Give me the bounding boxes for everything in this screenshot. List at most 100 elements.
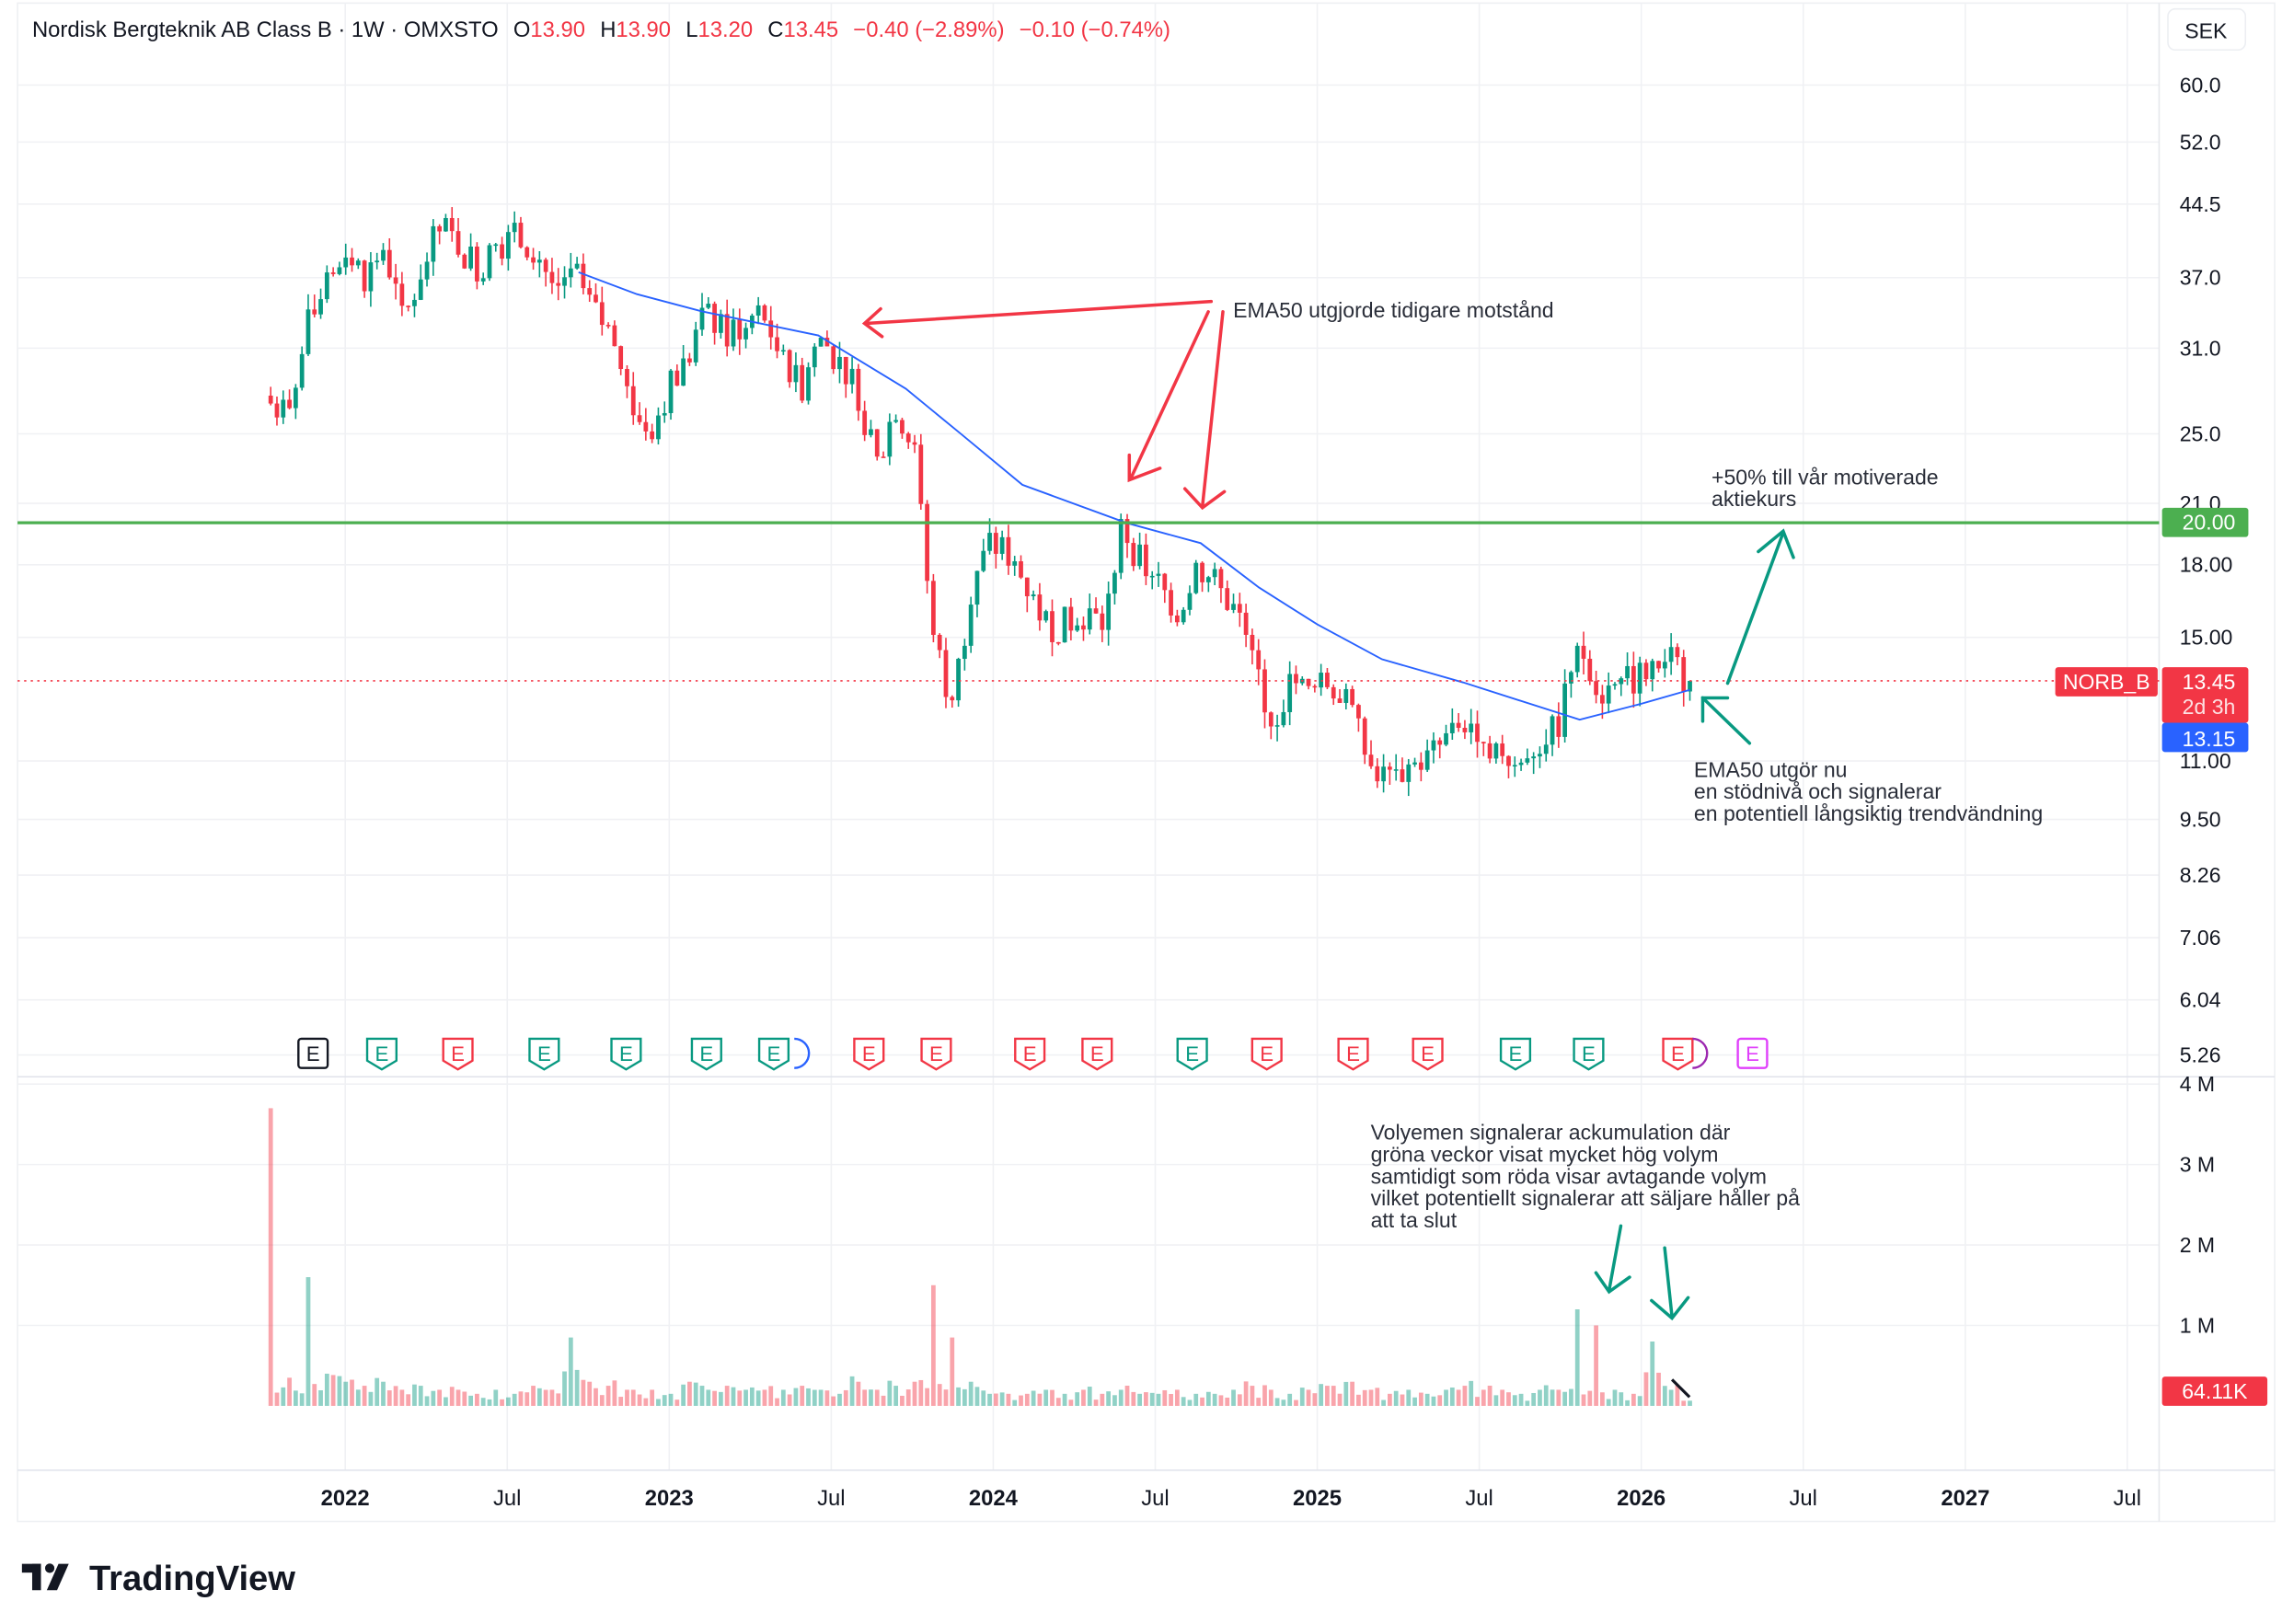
volume-bar xyxy=(1375,1388,1380,1406)
earnings-marker-red[interactable]: E xyxy=(853,1037,885,1071)
ema50-line[interactable] xyxy=(578,271,1690,721)
earnings-marker-green[interactable]: E xyxy=(1499,1037,1532,1071)
time-tick-label: 2025 xyxy=(1293,1486,1342,1511)
earnings-marker-label: E xyxy=(1582,1042,1596,1065)
candle-body xyxy=(1250,634,1255,651)
earnings-marker-red[interactable]: E xyxy=(442,1037,474,1071)
candle-body xyxy=(512,223,517,233)
volume-bar xyxy=(780,1389,786,1406)
candle-body xyxy=(1512,765,1517,767)
candle-body xyxy=(1543,744,1549,754)
volume-bar xyxy=(1356,1394,1361,1406)
earnings-marker-red[interactable]: E xyxy=(1412,1037,1444,1071)
volume-bar xyxy=(1225,1397,1230,1406)
volume-bar xyxy=(950,1337,955,1406)
volume-bar xyxy=(418,1386,423,1406)
volume-bar xyxy=(1106,1391,1112,1406)
resistance-annotation[interactable] xyxy=(861,299,1227,511)
candle-body xyxy=(981,550,986,571)
candle-body xyxy=(912,442,917,445)
tradingview-logo[interactable]: TradingView xyxy=(21,1559,295,1598)
candle-body xyxy=(1306,678,1311,686)
earnings-marker-red[interactable]: E xyxy=(1337,1037,1369,1071)
volume-bar xyxy=(699,1386,705,1406)
earnings-marker-red[interactable]: E xyxy=(1662,1037,1694,1071)
candle-body xyxy=(1362,718,1367,755)
volume-axis[interactable]: 4 M 3 M 2 M 1 M xyxy=(2180,1072,2215,1337)
candle-body xyxy=(974,570,980,605)
earnings-marker-label: E xyxy=(929,1042,943,1065)
candle-body xyxy=(1406,764,1412,782)
volume-bar xyxy=(1418,1392,1423,1406)
trend-line-small[interactable] xyxy=(1670,1378,1691,1399)
earnings-marker-green[interactable]: E xyxy=(1176,1037,1208,1071)
candle-body xyxy=(299,353,305,388)
volume-bar xyxy=(1100,1393,1105,1406)
target-annotation[interactable] xyxy=(1700,528,1795,745)
earnings-marker-green[interactable]: E xyxy=(610,1037,642,1071)
dividend-marker-icon[interactable] xyxy=(794,1037,811,1069)
currency-button[interactable]: SEK xyxy=(2167,7,2247,52)
candle-body xyxy=(437,225,443,232)
volume-bar xyxy=(618,1397,624,1406)
time-axis[interactable]: 2022 Jul 2023 Jul 2024 Jul 2025 Jul 2026 Jul 2027 J… xyxy=(321,1486,2141,1511)
earnings-marker-label: E xyxy=(537,1042,551,1065)
candle-body xyxy=(1037,594,1043,621)
volume-bar xyxy=(1181,1397,1186,1406)
earnings-marker-neutral[interactable]: E xyxy=(297,1037,329,1069)
volume-bar xyxy=(1093,1399,1099,1406)
earnings-marker-green[interactable]: E xyxy=(690,1037,722,1071)
candle-body xyxy=(1055,641,1061,644)
earnings-marker-red[interactable]: E xyxy=(1250,1037,1283,1071)
volume-bars xyxy=(268,1108,1692,1406)
candle-body xyxy=(1337,698,1343,703)
price-tick-label: 9.50 xyxy=(2180,807,2221,831)
candle-body xyxy=(355,260,361,266)
earnings-marker-green[interactable]: E xyxy=(757,1037,790,1071)
candle-body xyxy=(743,328,748,340)
candle-body xyxy=(668,370,674,413)
volume-bar xyxy=(281,1387,286,1406)
volume-tick-label: 1 M xyxy=(2180,1313,2215,1337)
volume-bar xyxy=(1205,1391,1211,1406)
candle-body xyxy=(500,244,504,259)
volume-bar xyxy=(1381,1399,1386,1406)
earnings-marker-red[interactable]: E xyxy=(1014,1037,1046,1071)
volume-bar xyxy=(1218,1395,1224,1406)
candle-body xyxy=(699,307,705,330)
earnings-marker-future[interactable]: E xyxy=(1736,1037,1769,1069)
candle-body xyxy=(706,304,711,308)
time-tick-label: 2022 xyxy=(321,1486,370,1511)
candle-body xyxy=(368,262,374,292)
candle-body xyxy=(1418,762,1423,770)
candle-body xyxy=(999,536,1005,554)
volume-bar xyxy=(1343,1381,1349,1406)
candle-body xyxy=(1643,662,1649,680)
volume-bar xyxy=(568,1337,573,1406)
earnings-marker-green[interactable]: E xyxy=(1573,1037,1605,1071)
volume-bar xyxy=(1500,1389,1505,1406)
resistance-annotation-text: EMA50 utgjorde tidigare motstånd xyxy=(1233,298,1553,322)
earnings-marker-red[interactable]: E xyxy=(920,1037,952,1071)
candle-body xyxy=(337,267,342,274)
split-marker-icon[interactable] xyxy=(1692,1037,1709,1069)
volume-bar xyxy=(562,1371,567,1406)
volume-bar xyxy=(574,1369,580,1406)
candle-body xyxy=(412,299,417,306)
candle-body xyxy=(1606,685,1611,704)
candle-body xyxy=(399,283,405,306)
volume-annotation[interactable] xyxy=(1594,1224,1690,1321)
earnings-marker-green[interactable]: E xyxy=(528,1037,560,1071)
volume-bar xyxy=(437,1389,443,1406)
earnings-marker-red[interactable]: E xyxy=(1081,1037,1113,1071)
candle-body xyxy=(424,261,430,280)
candle-body xyxy=(462,254,467,269)
candle-body xyxy=(1237,604,1242,613)
earnings-marker-green[interactable]: E xyxy=(365,1037,398,1071)
candle-body xyxy=(831,346,836,370)
volume-bar xyxy=(1400,1394,1405,1406)
candle-body xyxy=(1449,722,1455,733)
candle-body xyxy=(393,277,398,284)
